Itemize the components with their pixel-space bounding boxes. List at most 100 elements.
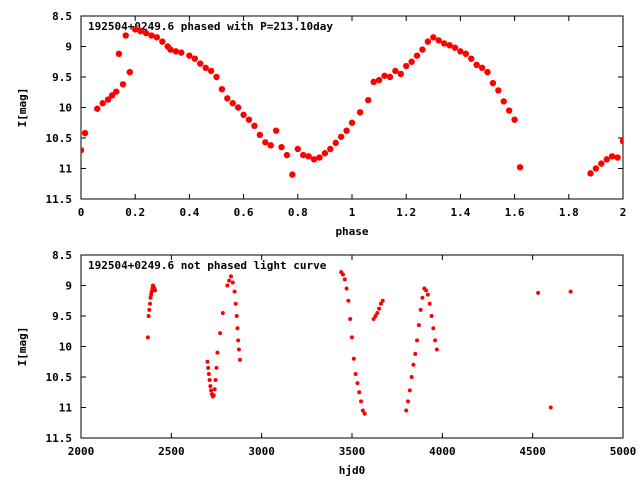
data-point <box>137 28 144 35</box>
data-point <box>411 362 416 367</box>
y-tick-label: 11.5 <box>46 432 73 445</box>
data-point <box>256 131 264 139</box>
x-tick-label: 0.2 <box>125 206 145 219</box>
data-point <box>232 289 237 294</box>
data-point <box>370 78 377 86</box>
y-tick-label: 8.5 <box>52 249 72 262</box>
data-point <box>148 295 153 300</box>
data-point <box>603 156 610 163</box>
data-point <box>94 105 101 112</box>
data-point <box>434 347 439 352</box>
data-point <box>272 127 280 134</box>
x-tick-label: 2 <box>620 206 627 219</box>
y-tick-label: 10.5 <box>46 371 73 384</box>
data-point <box>424 288 429 293</box>
data-point <box>473 61 480 68</box>
data-point <box>172 48 180 55</box>
data-point <box>348 119 356 126</box>
data-point <box>149 292 154 297</box>
data-point <box>104 96 112 103</box>
data-point <box>149 289 154 294</box>
data-point <box>407 388 412 393</box>
data-point <box>283 151 291 159</box>
data-point <box>446 42 453 49</box>
data-point <box>186 52 193 59</box>
data-point <box>316 154 323 161</box>
data-point <box>237 357 242 362</box>
x-tick-label: 5000 <box>610 445 637 458</box>
data-point <box>386 73 394 81</box>
data-point <box>227 278 232 283</box>
data-point <box>348 317 353 322</box>
data-point <box>413 351 418 356</box>
y-tick-label: 9.5 <box>52 310 72 323</box>
data-point <box>346 298 351 303</box>
data-point <box>225 283 230 288</box>
data-point <box>148 301 153 306</box>
data-point <box>344 286 349 291</box>
data-point <box>202 64 209 72</box>
x-tick-label: 1.4 <box>450 206 470 219</box>
data-point <box>365 96 372 104</box>
data-point <box>489 79 497 87</box>
data-point <box>251 122 258 129</box>
x-axis-label: phase <box>335 225 368 238</box>
data-point <box>206 371 211 376</box>
x-tick-label: 1.6 <box>505 206 525 219</box>
data-point <box>357 390 362 395</box>
data-point <box>619 137 623 145</box>
data-point <box>340 272 345 277</box>
x-tick-label: 4500 <box>519 445 546 458</box>
data-point <box>234 314 239 318</box>
data-point <box>167 46 174 53</box>
y-tick-label: 11 <box>59 163 73 176</box>
data-point <box>429 314 434 318</box>
data-point <box>359 399 364 404</box>
data-point <box>305 153 312 160</box>
data-point <box>377 306 382 311</box>
data-point <box>220 310 225 315</box>
data-point <box>262 139 269 146</box>
data-point <box>332 139 339 147</box>
data-point <box>425 292 430 297</box>
data-point <box>351 356 356 361</box>
data-point <box>212 387 217 392</box>
data-point <box>218 86 226 93</box>
y-axis-label: I[mag] <box>16 88 29 128</box>
data-point <box>229 100 236 107</box>
data-point <box>235 326 240 331</box>
data-point <box>404 408 409 413</box>
x-tick-label: 1.2 <box>396 206 416 219</box>
x-tick-label: 2500 <box>158 445 185 458</box>
data-point <box>240 111 247 119</box>
x-tick-label: 0.4 <box>179 206 199 219</box>
data-point <box>431 326 436 331</box>
data-point <box>378 301 383 306</box>
data-point <box>608 153 616 160</box>
data-point <box>310 156 318 163</box>
x-tick-label: 3000 <box>248 445 275 458</box>
y-tick-label: 11.5 <box>46 193 73 206</box>
data-point <box>478 64 486 72</box>
y-tick-label: 9.5 <box>52 71 72 84</box>
data-point <box>146 314 151 318</box>
data-point <box>214 365 219 370</box>
data-point <box>614 154 621 161</box>
data-point <box>206 365 211 370</box>
data-point <box>397 70 404 78</box>
data-point <box>207 378 212 383</box>
data-point <box>119 81 127 88</box>
data-point <box>381 72 388 79</box>
data-point <box>191 55 199 62</box>
data-point <box>362 411 367 416</box>
x-tick-label: 3500 <box>339 445 366 458</box>
data-point <box>516 164 524 171</box>
data-point <box>300 151 307 159</box>
data-point <box>159 38 166 45</box>
data-point <box>205 359 210 364</box>
data-point <box>380 298 385 303</box>
data-point <box>371 317 376 322</box>
data-point <box>433 338 438 343</box>
y-tick-label: 9 <box>65 41 72 54</box>
data-point <box>415 338 420 343</box>
